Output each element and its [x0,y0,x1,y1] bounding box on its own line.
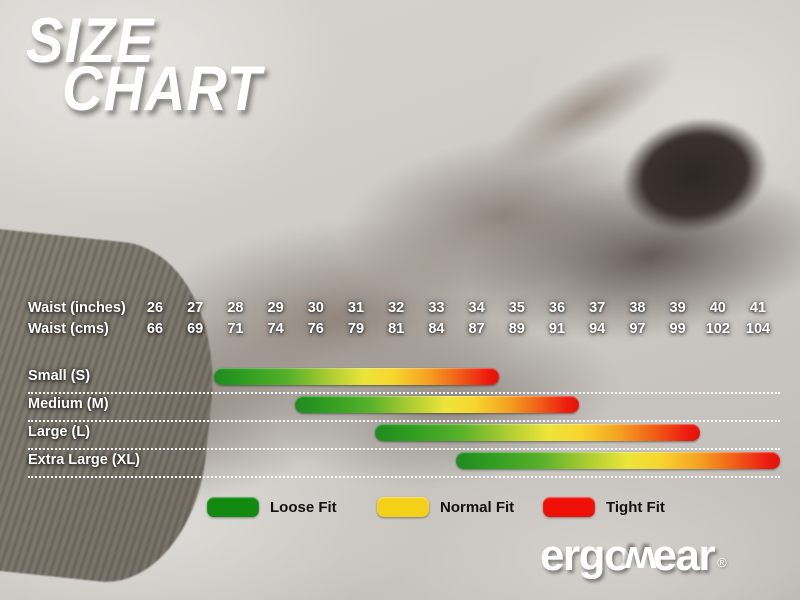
waist-cms-value: 94 [589,321,606,337]
logo-text-ergo: ergo [540,531,631,580]
size-row-label: Extra Large (XL) [28,452,140,468]
title-line-size: SIZE [26,5,155,76]
page-title: SIZE CHART [26,5,262,120]
waist-cms-row: Waist (cms) 66 69 71 74 76 79 81 84 87 89 91 94 97 99… [0,321,800,343]
waist-cms-value: 79 [347,321,365,337]
waist-cms-value: 97 [629,321,646,337]
size-row: Medium (M) [0,393,800,422]
waist-inches-value: 26 [146,300,164,316]
legend-color-swatch [377,497,429,517]
waist-inches-row: Waist (inches) 26 27 28 29 30 31 32 33 34 35 36 37 3… [0,300,800,322]
waist-inches-value: 34 [468,300,485,316]
waist-inches-label: Waist (inches) [28,300,126,316]
fit-range-bar [294,396,579,413]
size-row: Large (L) [0,421,800,450]
waist-cms-value: 89 [508,321,525,337]
size-row-label: Small (S) [28,368,91,384]
legend-label: Tight Fit [606,498,665,516]
waist-inches-value: 40 [709,300,726,316]
fit-range-bar [375,424,700,441]
waist-inches-value: 38 [629,300,646,316]
fit-range-bar [214,368,499,385]
waist-cms-value: 71 [227,321,244,337]
waist-inches-value: 41 [749,300,767,316]
size-row-label: Medium (M) [28,396,109,412]
waist-inches-value: 29 [267,300,284,316]
row-separator [28,448,780,450]
logo-omega-mark: w [625,538,657,582]
waist-inches-value: 27 [187,300,204,316]
row-separator [28,476,780,478]
legend-item: Tight Fit [543,497,665,517]
brand-logo: ergo w ear ® [540,531,727,583]
waist-cms-value: 69 [187,321,204,337]
waist-inches-value: 31 [347,300,365,316]
waist-inches-value: 36 [548,300,566,316]
size-row: Small (S) [0,365,800,394]
waist-cms-value: 91 [548,321,566,337]
row-separator [28,392,780,394]
legend-label: Normal Fit [440,498,515,516]
waist-inches-value: 37 [589,300,606,316]
waist-cms-value: 74 [267,321,284,337]
title-line-chart: CHART [62,53,262,124]
legend-label: Loose Fit [270,498,337,516]
waist-cms-label: Waist (cms) [28,321,109,337]
row-separator [28,420,780,422]
legend-color-swatch [207,497,259,517]
waist-cms-value: 81 [388,321,405,337]
waist-cms-value: 104 [745,321,771,337]
waist-inches-value: 33 [428,300,445,316]
legend-item: Loose Fit [207,497,337,517]
size-row-label: Large (L) [28,424,91,440]
waist-cms-value: 102 [705,321,730,337]
waist-inches-value: 28 [227,300,244,316]
waist-cms-value: 66 [146,321,164,337]
waist-inches-value: 32 [388,300,405,316]
fit-range-bar [455,452,780,469]
waist-cms-value: 99 [669,321,686,337]
waist-inches-value: 30 [307,300,324,316]
fit-legend: Loose Fit Normal Fit Tight Fit [0,497,800,523]
waist-cms-value: 87 [468,321,485,337]
logo-text-ear: ear [652,531,715,580]
legend-item: Normal Fit [377,497,514,517]
legend-color-swatch [543,497,595,517]
waist-inches-value: 35 [508,300,525,316]
waist-inches-value: 39 [669,300,686,316]
waist-cms-value: 84 [428,321,445,337]
size-row: Extra Large (XL) [0,449,800,478]
waist-cms-value: 76 [307,321,324,337]
registered-trademark-icon: ® [717,555,727,570]
